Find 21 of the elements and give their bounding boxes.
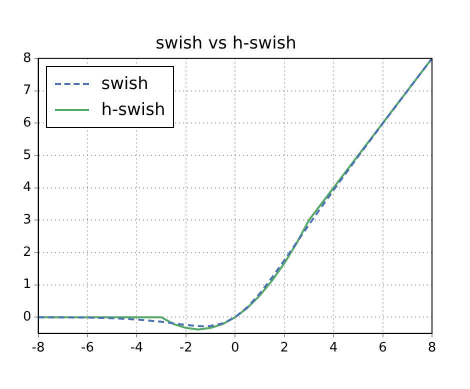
y-tick-label: 6: [22, 115, 32, 130]
y-tick-label: 3: [22, 212, 32, 228]
y-tick-label: 4: [22, 180, 32, 196]
y-tick-label: 1: [22, 277, 32, 292]
x-tick-label: -6: [81, 340, 94, 356]
y-tick-label: 5: [22, 148, 32, 163]
x-tick-label: 8: [428, 340, 436, 356]
x-tick-label: 2: [280, 340, 288, 356]
y-tick-label: 8: [22, 50, 32, 66]
x-tick-label: 4: [329, 340, 338, 356]
y-tick-label: 2: [22, 244, 32, 260]
y-tick-label: 7: [22, 83, 32, 98]
x-tick-label: -4: [130, 340, 144, 356]
x-tick-label: 6: [378, 340, 387, 356]
y-tick-label: 0: [22, 310, 32, 325]
chart-title: swish vs h-swish: [156, 34, 296, 54]
legend-label: swish: [101, 73, 148, 96]
x-tick-label: 0: [230, 340, 240, 356]
x-tick-label: -8: [32, 340, 45, 356]
x-tick-label: -2: [179, 340, 192, 356]
legend-label: h-swish: [101, 99, 166, 122]
